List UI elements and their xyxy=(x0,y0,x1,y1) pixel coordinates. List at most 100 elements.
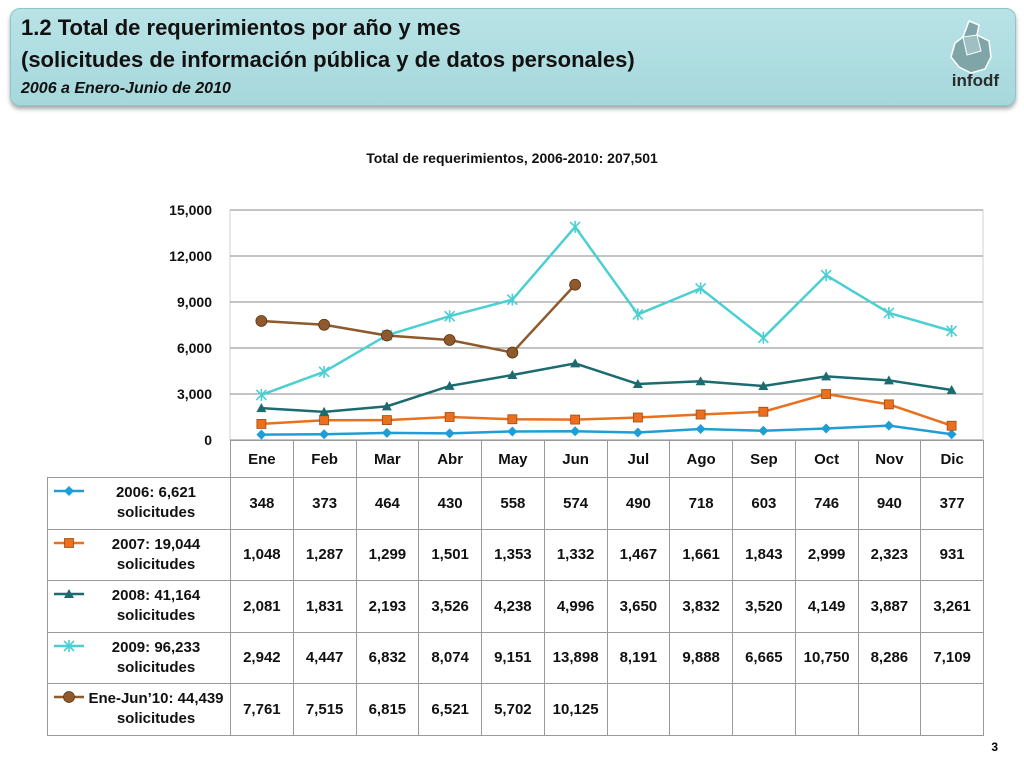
data-cell: 1,661 xyxy=(669,528,733,581)
marker xyxy=(883,399,894,410)
x-tick-label: Mar xyxy=(355,440,420,478)
logo-map xyxy=(950,20,992,74)
data-cell: 7,515 xyxy=(292,683,357,736)
data-cell: 4,238 xyxy=(481,580,545,633)
data-cell: 574 xyxy=(543,477,608,530)
data-cell: 1,501 xyxy=(418,528,482,581)
data-cell: 348 xyxy=(230,477,294,530)
data-cell: 8,074 xyxy=(418,631,482,684)
data-cell: 464 xyxy=(355,477,420,530)
data-cell: 9,151 xyxy=(481,631,545,684)
blank-cell xyxy=(48,441,231,478)
data-cell: 7,761 xyxy=(230,683,294,736)
marker xyxy=(695,376,706,386)
data-cell: 2,323 xyxy=(857,528,922,581)
x-tick-label: Ene xyxy=(230,440,294,478)
marker xyxy=(946,324,958,337)
marker xyxy=(758,381,769,391)
data-cell: 2,999 xyxy=(794,528,859,581)
data-cell: 377 xyxy=(920,477,984,530)
y-tick-label: 3,000 xyxy=(177,386,212,402)
series-line xyxy=(261,424,952,436)
data-cell: 1,843 xyxy=(732,528,796,581)
marker xyxy=(507,370,518,380)
x-tick-label: Oct xyxy=(794,440,859,478)
legend-entry: 2008: 41,164 solicitudes xyxy=(48,584,230,628)
marker xyxy=(695,282,707,295)
page-number: 3 xyxy=(991,740,998,754)
empty-cell xyxy=(606,683,671,736)
marker xyxy=(381,401,392,411)
marker xyxy=(946,384,957,394)
x-tick-label: Abr xyxy=(418,440,482,478)
y-tick-label: 12,000 xyxy=(169,248,212,264)
data-cell: 6,665 xyxy=(732,631,796,684)
marker xyxy=(256,403,267,413)
marker xyxy=(569,220,581,233)
marker xyxy=(632,412,643,423)
marker xyxy=(255,315,268,327)
x-tick-label: Feb xyxy=(292,440,357,478)
marker xyxy=(506,293,518,306)
marker xyxy=(820,269,832,282)
marker xyxy=(443,334,456,346)
data-cell: 1,353 xyxy=(481,528,545,581)
marker xyxy=(507,426,518,437)
data-cell: 490 xyxy=(606,477,671,530)
marker xyxy=(64,589,74,599)
data-cell: 1,332 xyxy=(543,528,608,581)
data-cell: 558 xyxy=(481,477,545,530)
slide-title: 1.2 Total de requerimientos por año y me… xyxy=(21,15,461,40)
data-cell: 2,193 xyxy=(355,580,420,633)
marker xyxy=(319,415,330,426)
data-cell: 5,702 xyxy=(481,683,545,736)
marker xyxy=(821,423,832,434)
marker xyxy=(757,331,769,344)
marker xyxy=(380,329,393,342)
marker xyxy=(319,406,330,416)
legend-label: 2009: 96,233 solicitudes xyxy=(111,638,201,676)
header: 1.2 Total de requerimientos por año y me… xyxy=(10,8,1016,106)
marker xyxy=(507,414,518,425)
x-tick-label: Dic xyxy=(920,440,984,478)
data-cell: 10,750 xyxy=(794,631,859,684)
data-cell: 3,832 xyxy=(669,580,733,633)
marker xyxy=(695,423,706,434)
data-cell: 940 xyxy=(857,477,922,530)
data-cell: 4,149 xyxy=(794,580,859,633)
x-tick-label: Jun xyxy=(543,440,608,478)
data-cell: 7,109 xyxy=(920,631,984,684)
slide-subtitle: 2006 a Enero-Junio de 2010 xyxy=(21,80,231,97)
data-cell: 1,831 xyxy=(292,580,357,633)
marker xyxy=(381,415,392,425)
marker xyxy=(570,414,581,425)
marker xyxy=(506,346,519,359)
data-cell: 2,081 xyxy=(230,580,294,633)
y-tick-label: 6,000 xyxy=(177,340,212,356)
y-tick-label: 9,000 xyxy=(177,294,212,310)
legend-key xyxy=(54,691,84,704)
marker xyxy=(758,425,769,436)
legend-key xyxy=(54,537,84,548)
marker xyxy=(632,308,644,321)
legend-label: 2007: 19,044 solicitudes xyxy=(111,535,201,573)
marker xyxy=(695,409,706,420)
legend-entry: Ene-Jun’10: 44,439 solicitudes xyxy=(48,687,230,731)
legend-cell: 2007: 19,044 solicitudes xyxy=(47,528,231,581)
marker xyxy=(569,278,582,291)
marker xyxy=(946,429,957,440)
data-cell: 3,261 xyxy=(920,580,984,633)
data-cell: 4,447 xyxy=(292,631,357,684)
data-cell: 1,048 xyxy=(230,528,294,581)
marker xyxy=(381,427,392,438)
data-cell: 3,650 xyxy=(606,580,671,633)
data-cell: 931 xyxy=(920,528,984,581)
marker xyxy=(318,318,331,331)
empty-cell xyxy=(857,683,922,736)
series-line xyxy=(261,362,952,414)
empty-cell xyxy=(732,683,796,736)
data-cell: 718 xyxy=(669,477,733,530)
data-cell: 430 xyxy=(418,477,482,530)
legend-label: 2006: 6,621 solicitudes xyxy=(115,484,197,522)
